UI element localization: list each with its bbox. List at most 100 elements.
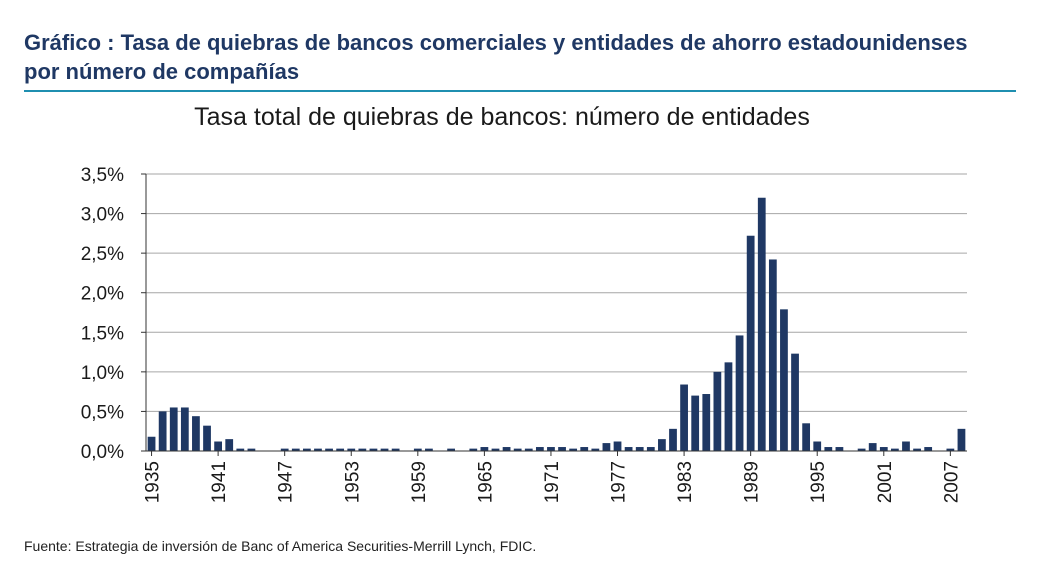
bar-1939 xyxy=(192,416,200,451)
bar-1940 xyxy=(203,425,211,451)
bar-1964 xyxy=(469,448,478,451)
bar-1978 xyxy=(624,447,633,451)
bar-2001 xyxy=(879,447,888,451)
x-axis-tick-labels: 1935 1941 1947 1953 1959 1965 1971 1977 1983 1989… xyxy=(143,451,962,503)
bar-1970 xyxy=(535,447,544,451)
bar-1986 xyxy=(713,371,722,451)
bar-1941 xyxy=(214,441,222,451)
bar-1976 xyxy=(602,443,611,451)
bar-1995 xyxy=(813,441,822,451)
bar-1997 xyxy=(835,447,844,451)
bar-1943 xyxy=(236,448,245,451)
bar-1965 xyxy=(480,447,489,451)
chart-bars xyxy=(147,197,966,451)
bar-1955 xyxy=(369,448,378,451)
page-title-line-2: por número de compañías xyxy=(24,59,300,84)
chart-title: Tasa total de quiebras de bancos: número… xyxy=(194,103,810,131)
x-tick-label: 1953 xyxy=(342,461,363,503)
bar-1954 xyxy=(358,448,367,451)
bar-1996 xyxy=(824,447,833,451)
bar-1980 xyxy=(646,447,655,451)
x-tick-label: 1995 xyxy=(808,461,829,503)
x-tick-label: 1989 xyxy=(742,461,763,503)
bar-1959 xyxy=(413,448,422,451)
bar-1988 xyxy=(735,335,744,451)
bar-1984 xyxy=(691,395,700,451)
bar-1967 xyxy=(502,447,511,451)
bar-2007 xyxy=(946,448,955,451)
header-rule xyxy=(24,90,1016,92)
y-tick-label: 2,5% xyxy=(81,244,124,265)
x-tick-label: 1941 xyxy=(209,461,230,503)
source-note: Fuente: Estrategia de inversión de Banc … xyxy=(24,538,537,554)
y-tick-label: 2,0% xyxy=(81,284,124,305)
bar-1966 xyxy=(491,448,500,451)
bar-1977 xyxy=(613,441,622,451)
bar-2005 xyxy=(924,447,933,451)
x-tick-label: 2007 xyxy=(941,461,962,503)
page-header: Gráfico : Tasa de quiebras de bancos com… xyxy=(24,28,1024,86)
bar-1956 xyxy=(380,448,389,451)
bar-1962 xyxy=(447,448,455,451)
x-tick-label: 1965 xyxy=(475,461,496,503)
y-axis-tick-labels: 0,0% 0,5% 1,0% 1,5% 2,0% 2,5% 3,0% 3,5% xyxy=(81,165,146,463)
bar-1949 xyxy=(302,448,311,451)
bar-1990 xyxy=(757,197,766,451)
bar-1944 xyxy=(247,448,256,451)
bar-1936 xyxy=(158,411,167,451)
bar-1938 xyxy=(180,407,189,451)
bar-2000 xyxy=(868,443,877,451)
bar-1957 xyxy=(391,448,400,451)
bar-1951 xyxy=(325,448,333,451)
x-tick-label: 1977 xyxy=(609,461,630,503)
bar-1947 xyxy=(280,448,289,451)
bar-1960 xyxy=(425,448,433,451)
bar-1974 xyxy=(580,447,589,451)
bar-1994 xyxy=(802,423,811,451)
x-tick-label: 1935 xyxy=(143,461,164,503)
bar-1950 xyxy=(314,448,322,451)
bar-1952 xyxy=(336,448,345,451)
bar-1953 xyxy=(347,448,356,451)
y-tick-label: 3,0% xyxy=(81,205,124,226)
x-tick-label: 1971 xyxy=(542,461,563,503)
bar-1975 xyxy=(591,448,600,451)
chart-gridlines xyxy=(146,173,967,412)
x-tick-label: 2001 xyxy=(875,461,896,503)
bar-1983 xyxy=(680,384,688,451)
page-title-line-1: Gráfico : Tasa de quiebras de bancos com… xyxy=(24,30,968,55)
bar-1948 xyxy=(291,448,300,451)
bar-1979 xyxy=(635,447,644,451)
bar-1987 xyxy=(724,362,733,451)
bar-1981 xyxy=(658,439,666,451)
bar-1968 xyxy=(513,448,522,451)
bar-2008 xyxy=(957,428,966,451)
bar-1982 xyxy=(669,428,677,451)
bar-2003 xyxy=(902,441,910,451)
bar-2002 xyxy=(891,448,899,451)
bar-1942 xyxy=(225,439,234,451)
y-tick-label: 0,5% xyxy=(81,402,124,423)
chart-axes xyxy=(145,174,967,452)
bar-2004 xyxy=(913,448,921,451)
y-tick-label: 1,0% xyxy=(81,363,124,384)
bar-1969 xyxy=(524,448,533,451)
bar-1972 xyxy=(558,447,566,451)
bar-1985 xyxy=(702,394,711,451)
bar-1973 xyxy=(569,448,578,451)
bar-1991 xyxy=(768,259,777,451)
bar-1989 xyxy=(746,235,755,451)
y-tick-label: 1,5% xyxy=(81,323,124,344)
y-tick-label: 0,0% xyxy=(81,442,124,463)
x-tick-label: 1947 xyxy=(276,461,297,503)
bar-1937 xyxy=(169,407,178,451)
y-tick-label: 3,5% xyxy=(81,165,124,186)
bar-1993 xyxy=(791,353,799,451)
x-tick-label: 1959 xyxy=(409,461,430,503)
x-tick-label: 1983 xyxy=(675,461,696,503)
bar-1999 xyxy=(857,448,866,451)
bar-1971 xyxy=(547,447,555,451)
bar-1935 xyxy=(147,436,156,451)
bar-1992 xyxy=(780,309,788,451)
